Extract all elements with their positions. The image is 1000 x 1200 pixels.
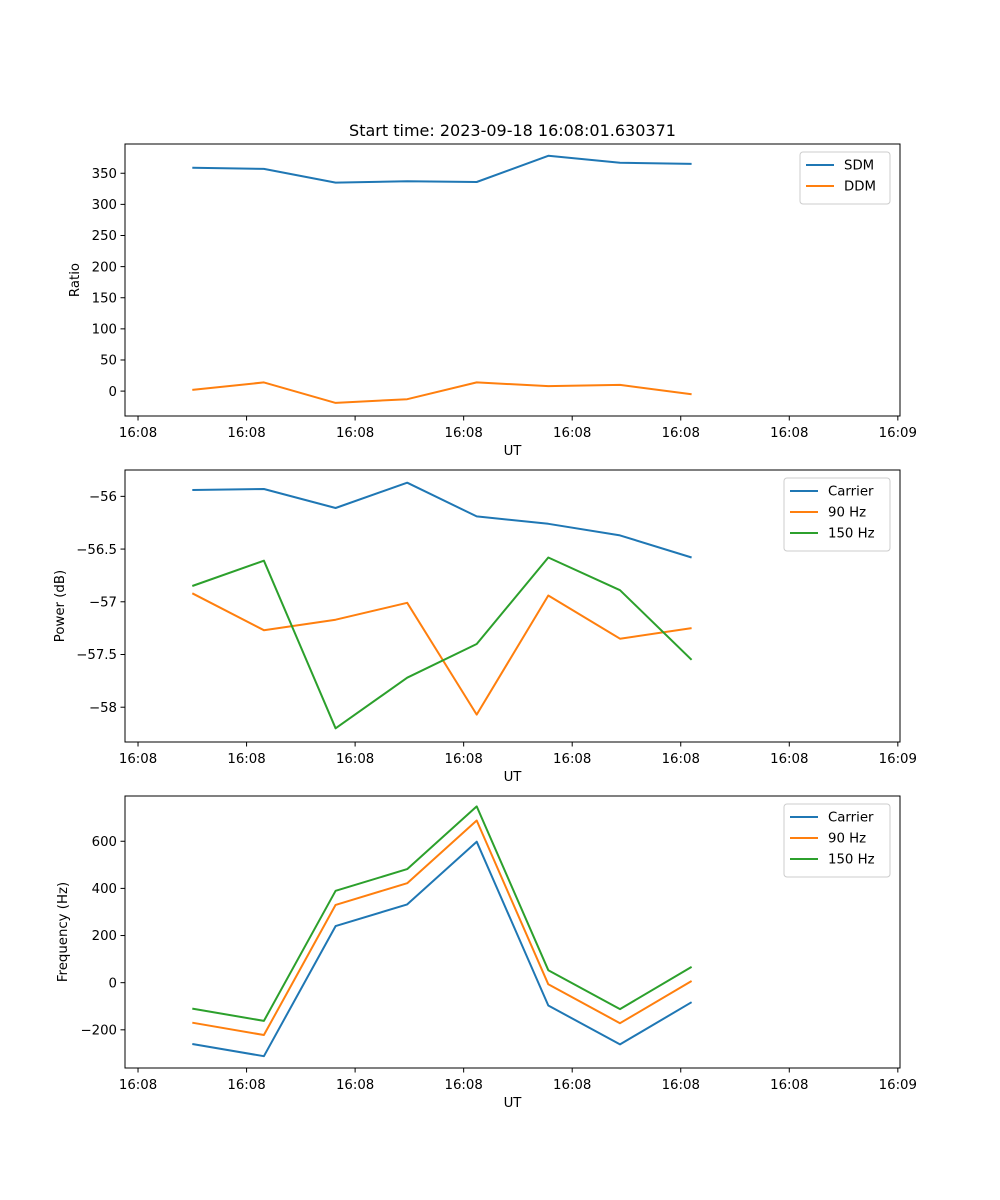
x-tick-label: 16:08 [553,426,591,441]
y-tick-label: 50 [100,354,117,369]
x-axis-label: UT [504,444,523,459]
x-tick-label: 16:08 [336,1078,374,1093]
series-line-90-hz [191,592,692,716]
legend: SDM DDM [799,151,891,205]
series-line-90-hz [192,819,693,1036]
legend-label-150-hz: 150 Hz [828,853,875,868]
power-panel: 16:08 16:08 16:08 16:08 16:08 16:08 16:08 16:09… [53,469,917,785]
y-tick-label: 400 [92,882,117,897]
chart-title: Start time: 2023-09-18 16:08:01.630371 [349,121,676,140]
y-tick-label: 0 [109,385,117,400]
legend-label-ddm: DDM [844,180,876,195]
y-tick-label: 600 [92,835,117,850]
x-tick-label: 16:08 [770,1078,808,1093]
x-tick-label: 16:08 [444,1078,482,1093]
x-tick-label: 16:08 [444,752,482,767]
y-tick-label: −56 [89,490,117,505]
x-tick-label: 16:08 [227,752,265,767]
y-tick-label: −58 [89,701,117,716]
series-line-150-hz [192,805,693,1022]
x-tick-label: 16:08 [227,426,265,441]
y-tick-label: 200 [92,929,117,944]
frequency-panel: 16:08 16:08 16:08 16:08 16:08 16:08 16:08 16:09… [56,795,917,1111]
x-tick-label: 16:08 [119,426,157,441]
x-tick-label: 16:08 [770,752,808,767]
x-axis-label: UT [504,770,523,785]
x-tick-label: 16:09 [879,752,917,767]
x-tick-label: 16:08 [662,426,700,441]
legend-label-carrier: Carrier [828,485,874,500]
y-tick-label: −57.5 [76,648,117,663]
legend: Carrier 90 Hz 150 Hz [783,803,891,878]
y-tick-label: 200 [92,260,117,275]
legend: Carrier 90 Hz 150 Hz [783,477,891,552]
series-line-ddm [192,381,692,404]
series-line-carrier [192,481,692,559]
y-tick-label: −57 [89,595,117,610]
y-tick-label: 350 [92,167,117,182]
axes-frame [124,795,901,1069]
y-tick-label: 0 [109,976,117,991]
x-tick-label: 16:08 [553,752,591,767]
x-tick-label: 16:08 [119,1078,157,1093]
x-tick-label: 16:08 [444,426,482,441]
y-tick-label: −200 [80,1024,117,1039]
x-tick-label: 16:09 [879,426,917,441]
legend-label-90-hz: 90 Hz [828,832,866,847]
x-tick-label: 16:08 [770,426,808,441]
legend-label-90-hz: 90 Hz [828,506,866,521]
y-axis-label: Frequency (Hz) [56,882,71,982]
y-tick-label: −56.5 [76,543,117,558]
axes-frame [124,143,901,417]
y-axis-label: Ratio [68,263,83,297]
legend-label-sdm: SDM [844,159,874,174]
ratio-panel: 16:08 16:08 16:08 16:08 16:08 16:08 16:08 16:09… [68,143,917,459]
x-tick-label: 16:08 [119,752,157,767]
x-tick-label: 16:08 [336,426,374,441]
x-tick-label: 16:08 [227,1078,265,1093]
x-tick-label: 16:09 [879,1078,917,1093]
x-tick-label: 16:08 [336,752,374,767]
series-line-carrier [192,840,693,1058]
axes-frame [124,469,901,743]
x-axis-label: UT [504,1096,523,1111]
x-tick-label: 16:08 [662,752,700,767]
x-tick-label: 16:08 [553,1078,591,1093]
x-tick-label: 16:08 [662,1078,700,1093]
y-tick-label: 300 [92,198,117,213]
legend-label-150-hz: 150 Hz [828,527,875,542]
y-tick-label: 150 [92,291,117,306]
series-line-sdm [192,154,692,184]
legend-label-carrier: Carrier [828,811,874,826]
y-axis-label: Power (dB) [53,570,68,642]
y-tick-label: 100 [92,323,117,338]
series-line-150-hz [191,556,693,730]
y-tick-label: 250 [92,229,117,244]
